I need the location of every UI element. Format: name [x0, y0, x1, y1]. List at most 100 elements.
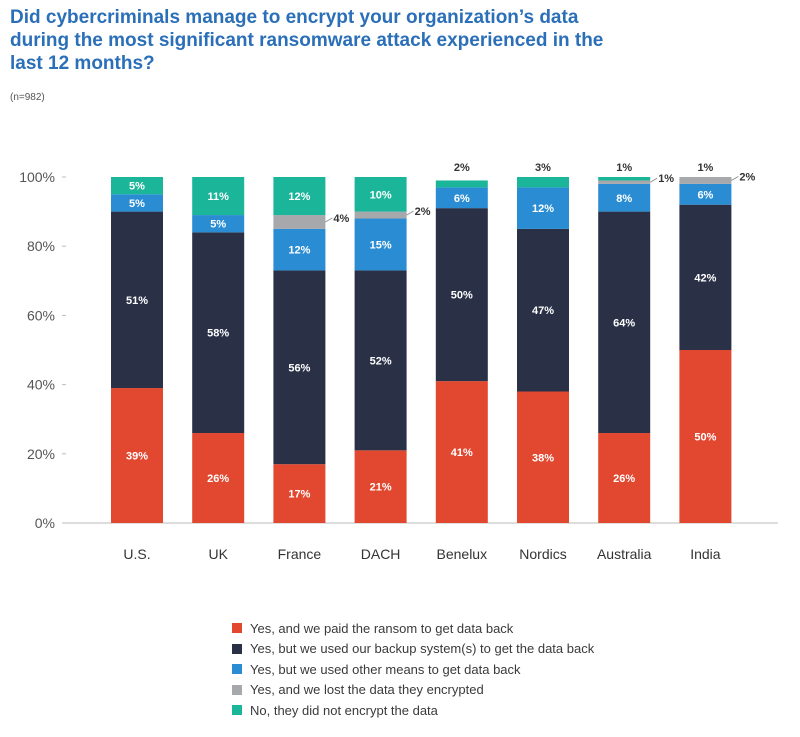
- bar-segment: [598, 180, 651, 184]
- bar-segment: [354, 450, 407, 523]
- data-label: 6%: [697, 189, 713, 201]
- data-label: 26%: [207, 473, 229, 485]
- legend-label: Yes, and we paid the ransom to get data …: [250, 620, 514, 636]
- data-label: 51%: [126, 295, 148, 307]
- bar-segment: [435, 187, 488, 209]
- y-tick-label: 20%: [27, 446, 55, 462]
- bar-segment: [354, 270, 407, 451]
- legend-label: Yes, but we used other means to get data…: [250, 661, 521, 677]
- data-label: 1%: [697, 162, 713, 174]
- category-label: India: [690, 546, 721, 562]
- callout-line: [406, 210, 414, 216]
- bar-segment: [111, 388, 163, 523]
- bar-segment: [517, 228, 569, 392]
- legend-label: Yes, and we lost the data they encrypted: [250, 682, 484, 697]
- data-label: 8%: [616, 193, 632, 205]
- data-label: 39%: [126, 451, 148, 463]
- y-tick-label: 60%: [27, 307, 55, 323]
- bar-segment: [517, 391, 569, 523]
- legend-item: Yes, and we lost the data they encrypted: [232, 680, 594, 700]
- chart-title: Did cybercriminals manage to encrypt you…: [10, 7, 604, 74]
- bar-segment: [273, 464, 326, 523]
- chart-legend: Yes, and we paid the ransom to get data …: [232, 618, 594, 721]
- bar-segment: [598, 433, 651, 523]
- bar-segment: [598, 177, 651, 181]
- data-label: 26%: [613, 473, 635, 485]
- callout-line: [325, 217, 333, 223]
- sample-size-note: (n=982): [10, 92, 45, 103]
- bar-segment: [111, 211, 163, 389]
- data-label: 2%: [454, 162, 470, 174]
- bar-segment: [192, 232, 245, 434]
- data-label: 5%: [129, 198, 145, 210]
- bar-segment: [273, 177, 326, 216]
- category-label: Australia: [597, 546, 652, 562]
- callout-line: [649, 177, 658, 183]
- bar-segment: [192, 215, 245, 233]
- legend-swatch: [232, 664, 242, 674]
- category-label: France: [278, 546, 322, 562]
- y-tick-label: 80%: [27, 238, 55, 254]
- legend-item: Yes, but we used our backup system(s) to…: [232, 639, 594, 659]
- bar-segment: [517, 177, 569, 188]
- y-tick-label: 0%: [35, 515, 55, 531]
- callout-line: [731, 176, 739, 181]
- data-label: 17%: [288, 489, 310, 501]
- data-label: 1%: [616, 162, 632, 174]
- data-label: 47%: [532, 305, 554, 317]
- data-label: 64%: [613, 317, 635, 329]
- bar-segment: [273, 228, 326, 271]
- data-label: 58%: [207, 328, 229, 340]
- bar-segment: [111, 194, 163, 212]
- bar-segment: [517, 187, 569, 229]
- bar-segment: [354, 218, 407, 271]
- category-label: DACH: [361, 546, 401, 562]
- data-label: 1%: [658, 173, 674, 185]
- bar-segment: [354, 177, 407, 212]
- data-label: 21%: [370, 482, 392, 494]
- data-label: 50%: [451, 290, 473, 302]
- bar-segment: [679, 204, 732, 350]
- category-label: U.S.: [123, 546, 150, 562]
- bar-segment: [435, 208, 488, 382]
- data-label: 12%: [288, 191, 310, 203]
- category-label: UK: [208, 546, 228, 562]
- data-label: 11%: [207, 191, 229, 203]
- data-label: 41%: [451, 447, 473, 459]
- legend-item: Yes, but we used other means to get data…: [232, 659, 594, 679]
- bar-segment: [354, 211, 407, 219]
- data-label: 2%: [415, 206, 431, 218]
- data-label: 50%: [694, 432, 716, 444]
- bar-segment: [435, 180, 488, 188]
- bar-segment: [679, 177, 732, 184]
- bar-segment: [598, 211, 651, 434]
- y-tick-label: 100%: [19, 169, 55, 185]
- legend-item: Yes, and we paid the ransom to get data …: [232, 618, 594, 638]
- legend-swatch: [232, 623, 242, 633]
- bar-segment: [598, 183, 651, 212]
- bar-segment: [435, 381, 488, 523]
- data-label: 15%: [370, 239, 392, 251]
- bar-segment: [679, 350, 732, 523]
- bar-segment: [679, 183, 732, 205]
- data-label: 38%: [532, 452, 554, 464]
- data-label: 5%: [129, 181, 145, 193]
- legend-swatch: [232, 643, 242, 654]
- data-label: 56%: [288, 362, 310, 374]
- data-label: 4%: [333, 213, 349, 225]
- data-label: 2%: [739, 171, 755, 183]
- bar-segment: [273, 270, 326, 465]
- data-label: 12%: [288, 245, 310, 257]
- bar-segment: [192, 177, 245, 216]
- data-label: 12%: [532, 203, 554, 215]
- bar-segment: [192, 433, 245, 523]
- data-label: 5%: [210, 219, 226, 231]
- data-label: 10%: [370, 189, 392, 201]
- legend-label: Yes, but we used our backup system(s) to…: [250, 641, 595, 656]
- legend-swatch: [232, 684, 242, 695]
- legend-item: No, they did not encrypt the data: [232, 700, 594, 720]
- data-label: 6%: [454, 193, 470, 205]
- data-label: 42%: [694, 272, 716, 284]
- bar-segment: [273, 215, 326, 229]
- bar-segment: [111, 177, 163, 195]
